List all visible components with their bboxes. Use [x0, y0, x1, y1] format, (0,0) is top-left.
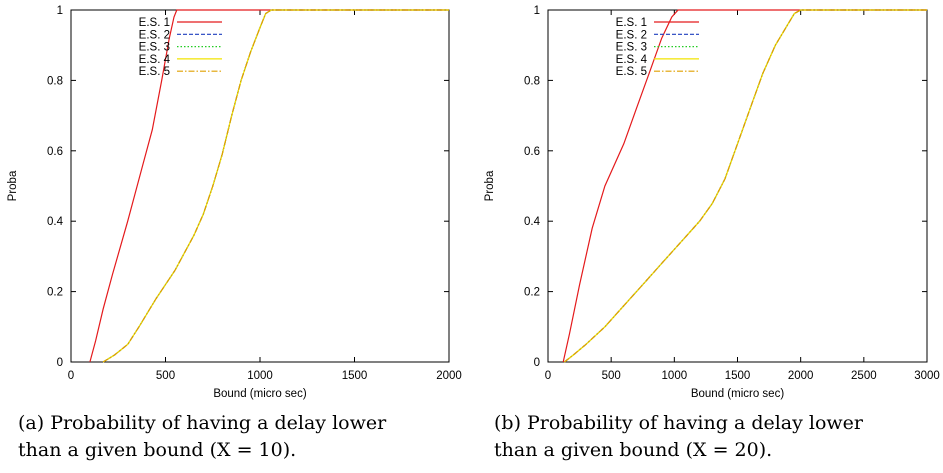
chart-b-x-tick-label: 500 [602, 370, 621, 382]
chart-a-x-tick-label: 1000 [247, 370, 273, 382]
chart-a-plot-frame [70, 9, 450, 363]
chart-b-series-line-es5 [564, 9, 927, 363]
chart-b-y-tick-label: 0.4 [524, 216, 541, 228]
chart-b-y-tick-label: 0.8 [524, 75, 540, 87]
chart-a-legend-label-es4: E.S. 4 [139, 54, 171, 66]
caption-b: (b) Probability of having a delay lower … [494, 412, 864, 461]
chart-a-x-tick-label: 500 [156, 370, 175, 382]
chart-a-y-tick-label: 0 [57, 357, 63, 369]
chart-a-y-tick-label: 0.2 [47, 287, 63, 299]
chart-a-y-tick-label: 0.4 [47, 216, 64, 228]
chart-b-x-tick-label: 2000 [788, 370, 814, 382]
chart-b-y-axis-label: Proba [484, 170, 496, 201]
chart-a-legend-label-es5: E.S. 5 [139, 66, 170, 78]
chart-b-y-tick-label: 0 [534, 357, 540, 369]
chart-b-y-tick-label: 0.6 [524, 146, 540, 158]
chart-b-y-tick-label: 1 [534, 5, 540, 17]
chart-b-x-tick-label: 3000 [914, 370, 940, 382]
chart-b-legend-label-es1: E.S. 1 [616, 17, 647, 29]
chart-b-x-tick-label: 1500 [725, 370, 751, 382]
chart-a-x-tick-label: 2000 [436, 370, 462, 382]
chart-b-x-tick-label: 1000 [662, 370, 688, 382]
chart-b-x-tick-label: 0 [545, 370, 551, 382]
chart-a-y-tick-label: 1 [57, 5, 63, 17]
chart-a-y-tick-label: 0.8 [47, 75, 63, 87]
caption-a: (a) Probability of having a delay lower … [18, 412, 387, 461]
chart-a-series-line-es1 [89, 9, 449, 363]
chart-a-legend-label-es3: E.S. 3 [139, 42, 170, 54]
chart-a-x-axis-label: Bound (micro sec) [213, 388, 306, 400]
chart-b-legend-label-es5: E.S. 5 [616, 66, 647, 78]
chart-b-legend-label-es3: E.S. 3 [616, 42, 647, 54]
chart-b-legend-label-es4: E.S. 4 [616, 54, 648, 66]
chart-b-x-axis-label: Bound (micro sec) [691, 388, 784, 400]
chart-a-legend-label-es2: E.S. 2 [139, 29, 170, 41]
chart-b-x-tick-label: 2500 [851, 370, 877, 382]
chart-b-series-line-es1 [562, 9, 927, 363]
chart-b-y-tick-label: 0.2 [524, 287, 540, 299]
chart-a-y-tick-label: 0.6 [47, 146, 63, 158]
chart-b-legend-label-es2: E.S. 2 [616, 29, 647, 41]
chart-a-y-axis-label: Proba [7, 170, 19, 201]
chart-a-legend-label-es1: E.S. 1 [139, 17, 170, 29]
chart-a-x-tick-label: 1500 [342, 370, 368, 382]
chart-a-x-tick-label: 0 [68, 370, 74, 382]
chart-a-series-line-es5 [102, 9, 449, 363]
